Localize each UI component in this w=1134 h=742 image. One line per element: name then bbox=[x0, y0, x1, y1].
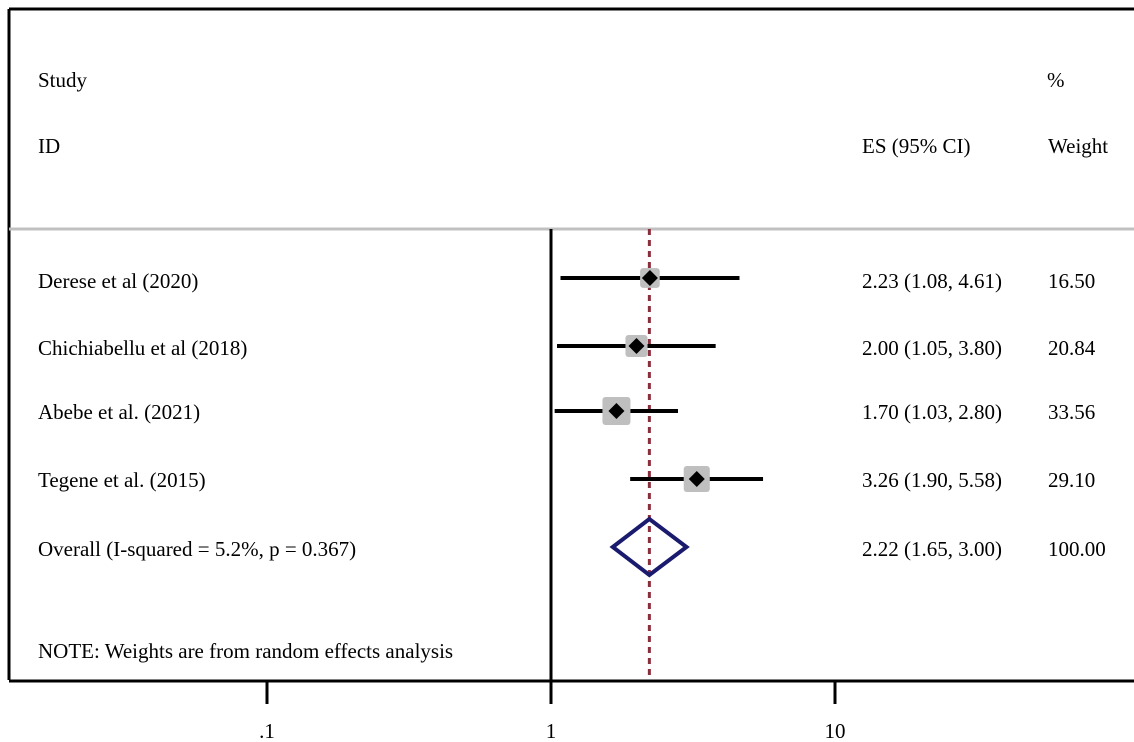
study-weight-text: 16.50 bbox=[1048, 269, 1095, 293]
header-id: ID bbox=[38, 134, 60, 158]
study-label: Derese et al (2020) bbox=[38, 269, 198, 293]
study-ci-text: 3.26 (1.90, 5.58) bbox=[862, 468, 1002, 492]
study-label: Abebe et al. (2021) bbox=[38, 400, 200, 424]
study-ci-text: 2.00 (1.05, 3.80) bbox=[862, 336, 1002, 360]
study-row: Tegene et al. (2015) 3.26 (1.90, 5.58) 2… bbox=[38, 465, 1095, 493]
study-row: Derese et al (2020) 2.23 (1.08, 4.61) 16… bbox=[38, 268, 1095, 293]
study-row: Chichiabellu et al (2018) 2.00 (1.05, 3.… bbox=[38, 334, 1096, 360]
overall-ci-text: 2.22 (1.65, 3.00) bbox=[862, 537, 1002, 561]
study-ci-text: 1.70 (1.03, 2.80) bbox=[862, 400, 1002, 424]
overall-weight-text: 100.00 bbox=[1048, 537, 1106, 561]
study-row: Abebe et al. (2021) 1.70 (1.03, 2.80) 33… bbox=[38, 397, 1095, 425]
footnote: NOTE: Weights are from random effects an… bbox=[38, 639, 453, 663]
header-study: Study bbox=[38, 68, 88, 92]
study-point-estimate bbox=[628, 338, 645, 354]
overall-diamond bbox=[609, 516, 690, 578]
study-point-estimate bbox=[608, 403, 625, 419]
header-es: ES (95% CI) bbox=[862, 134, 971, 158]
study-weight-text: 29.10 bbox=[1048, 468, 1095, 492]
overall-row: Overall (I-squared = 5.2%, p = 0.367) 2.… bbox=[38, 516, 1106, 578]
header-percent: % bbox=[1047, 68, 1065, 92]
study-point-estimate bbox=[641, 270, 658, 286]
study-label: Tegene et al. (2015) bbox=[38, 468, 206, 492]
overall-label: Overall (I-squared = 5.2%, p = 0.367) bbox=[38, 537, 356, 561]
study-weight-text: 33.56 bbox=[1048, 400, 1095, 424]
study-point-estimate bbox=[688, 471, 705, 487]
study-ci-text: 2.23 (1.08, 4.61) bbox=[862, 269, 1002, 293]
study-weight-text: 20.84 bbox=[1048, 336, 1096, 360]
x-tick-label: 10 bbox=[825, 719, 846, 742]
study-label: Chichiabellu et al (2018) bbox=[38, 336, 247, 360]
x-tick-label: .1 bbox=[259, 719, 275, 742]
x-tick-label: 1 bbox=[546, 719, 557, 742]
header-weight: Weight bbox=[1048, 134, 1108, 158]
